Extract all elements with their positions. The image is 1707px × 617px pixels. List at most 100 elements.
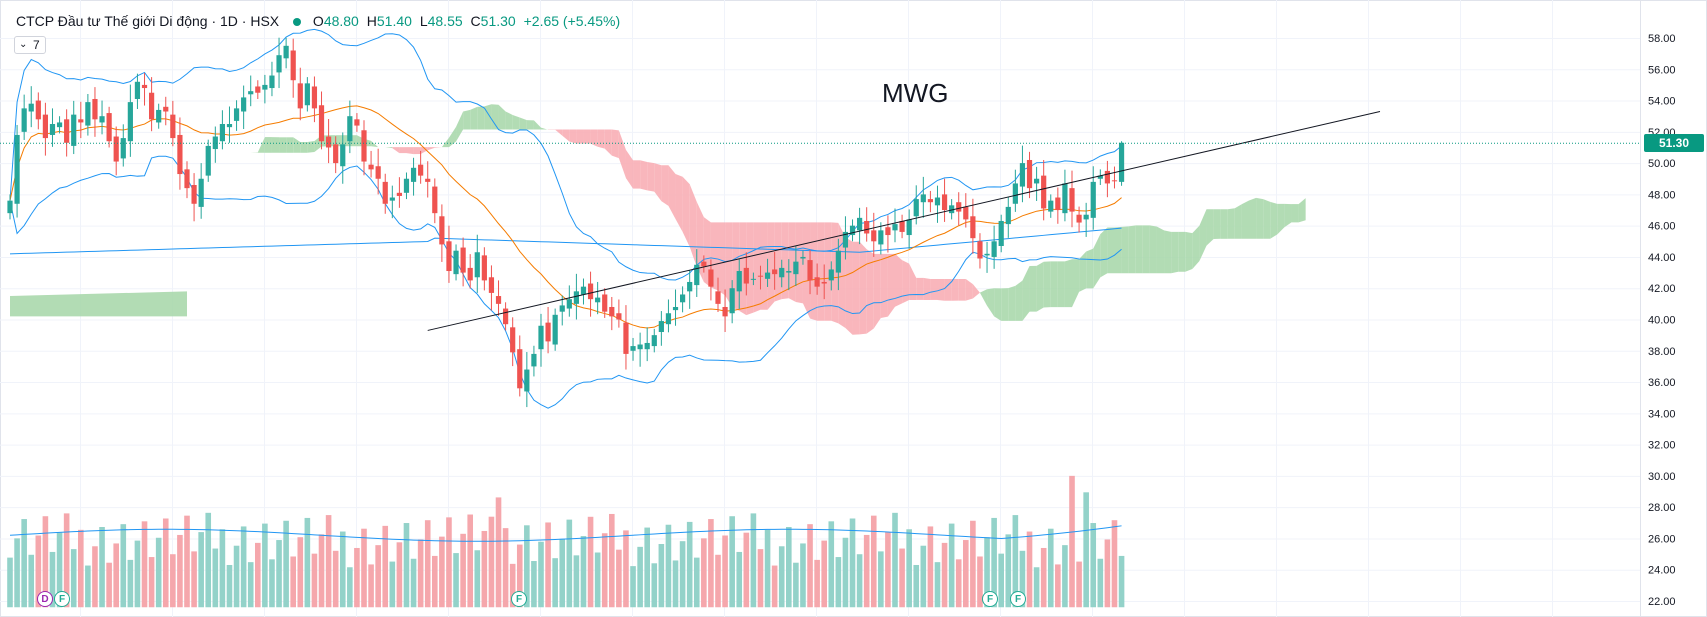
ichimoku-cloud-bullish [1256,197,1264,239]
volume-bar [1047,528,1054,608]
ichimoku-cloud-bullish [519,117,527,130]
candle-body [460,247,466,273]
candle-body [149,92,155,120]
ichimoku-cloud-bullish [1008,285,1016,321]
volume-bar [474,550,481,608]
ichimoku-cloud-bearish [668,165,676,219]
candle-body [403,178,410,193]
candle-body [800,256,806,259]
candle-body [396,192,402,196]
candle-body [304,83,310,106]
volume-bar [1090,523,1097,608]
ichimoku-cloud-bearish [951,278,959,301]
ichimoku-cloud-bearish [413,147,421,155]
dividend-event-icon[interactable]: D [37,591,53,607]
ichimoku-cloud-bearish [611,129,619,159]
y-tick-label: 58.00 [1648,33,1676,45]
symbol-title[interactable]: CTCP Đầu tư Thế giới Di động · 1D · HSX [16,13,280,29]
volume-bar [991,517,997,608]
ichimoku-cloud-bullish [1114,226,1122,274]
ichimoku-cloud-bullish [1220,209,1228,239]
volume-bar [679,541,686,608]
volume-bar [524,525,530,608]
volume-bar [580,536,587,608]
candle-body [864,220,870,234]
volume-bar [488,516,495,608]
candle-body [219,124,225,142]
volume-bar [885,532,891,608]
high-label: H [366,13,377,29]
ichimoku-cloud-bullish [1156,226,1165,274]
ma200-line [9,227,1122,255]
y-tick-label: 56.00 [1648,64,1676,76]
close-value: 51.30 [480,13,516,29]
volume-bar [42,516,49,608]
ichimoku-cloud-bearish [845,237,853,335]
chevron-down-icon: ⌄ [19,39,28,50]
ichimoku-cloud-bullish [1128,225,1136,274]
volume-bar [609,513,615,608]
ichimoku-cloud-bearish [965,278,973,301]
ichimoku-cloud-bearish [427,147,435,151]
trendline [427,111,1381,331]
ichimoku-cloud-bullish [470,106,478,130]
ichimoku-cloud-bullish [1192,225,1200,269]
volume-bar [814,559,820,608]
candle-body [807,260,813,281]
candle-body [481,255,487,281]
financial-event-icon[interactable]: F [54,591,70,607]
financial-event-icon[interactable]: F [982,591,998,607]
candle-body [134,81,141,99]
volume-bar [941,542,948,608]
indicators-collapse-button[interactable]: ⌄ 7 [14,36,46,54]
ichimoku-cloud-bullish [286,137,294,153]
ichimoku-cloud-bullish [1079,251,1087,292]
financial-event-icon[interactable]: F [511,591,527,607]
volume-bar [63,513,70,608]
volume-bar [948,523,955,608]
ichimoku-cloud-bullish [1029,265,1037,312]
volume-bar [396,542,403,608]
ichimoku-cloud-bullish [512,114,520,130]
ichimoku-cloud-bullish [10,291,187,317]
candle-body [821,281,827,284]
candle-body [793,261,799,275]
candle-body [1118,142,1125,182]
candle-body [488,277,495,293]
ichimoku-cloud-bearish [859,241,867,335]
volume-bar [531,561,537,608]
financial-event-icon[interactable]: F [1010,591,1026,607]
volume-bar [269,559,275,608]
ichimoku-cloud-bearish [739,222,747,316]
candle-body [248,91,254,95]
volume-bar [665,524,672,608]
y-tick-label: 36.00 [1648,377,1676,389]
candle-body [991,241,997,257]
volume-bar [439,536,445,608]
symbol-watermark: MWG [882,78,949,108]
candle-body [658,321,664,333]
ichimoku-cloud-bullish [1249,197,1257,239]
volume-bar [212,548,219,608]
volume-bar [757,549,764,608]
volume-bar [311,553,318,608]
open-label: O [312,13,324,29]
candle-body [262,84,268,90]
candle-body [1005,206,1011,225]
volume-bar [920,545,927,608]
volume-bar [1019,550,1026,608]
candle-body [715,291,721,304]
status-dot-icon [293,17,302,26]
ichimoku-cloud-bullish [1171,231,1179,274]
candle-body [672,306,679,311]
candle-body [1048,200,1054,212]
candle-body [163,106,169,112]
ichimoku-cloud-bearish [406,147,414,155]
ichimoku-cloud-bearish [788,222,796,302]
volume-bar [913,564,920,608]
candle-body [517,349,523,389]
candle-body [49,124,56,135]
volume-bar [127,559,134,608]
volume-bar [821,540,827,608]
